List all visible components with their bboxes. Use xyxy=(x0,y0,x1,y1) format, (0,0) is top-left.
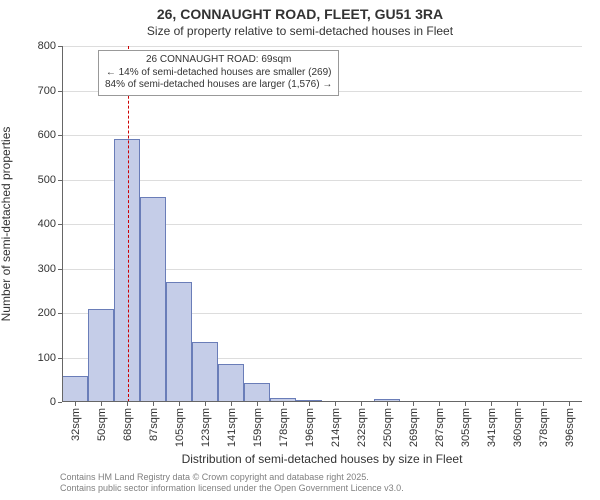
y-tick-label: 500 xyxy=(38,174,62,186)
x-tick-mark xyxy=(361,402,362,406)
bar xyxy=(244,383,270,402)
grid-line xyxy=(62,46,582,47)
y-tick-label: 300 xyxy=(38,263,62,275)
x-tick-label: 87sqm xyxy=(146,408,160,441)
chart-container: 26, CONNAUGHT ROAD, FLEET, GU51 3RA Size… xyxy=(0,0,600,500)
x-tick-label: 360sqm xyxy=(510,408,524,447)
attribution-line-2: Contains public sector information licen… xyxy=(60,483,404,494)
x-tick-mark xyxy=(127,402,128,406)
x-tick-label: 214sqm xyxy=(328,408,342,447)
x-tick-label: 68sqm xyxy=(120,408,134,441)
x-tick-mark xyxy=(283,402,284,406)
x-tick-mark xyxy=(517,402,518,406)
x-tick-mark xyxy=(491,402,492,406)
y-tick-label: 600 xyxy=(38,129,62,141)
x-tick-mark xyxy=(75,402,76,406)
plot-area: 010020030040050060070080032sqm50sqm68sqm… xyxy=(62,46,582,402)
x-tick-label: 178sqm xyxy=(276,408,290,447)
x-tick-mark xyxy=(439,402,440,406)
x-tick-label: 287sqm xyxy=(432,408,446,447)
x-tick-mark xyxy=(569,402,570,406)
x-axis-line xyxy=(62,401,582,402)
x-tick-mark xyxy=(543,402,544,406)
x-tick-label: 105sqm xyxy=(172,408,186,447)
x-tick-label: 269sqm xyxy=(406,408,420,447)
x-tick-label: 123sqm xyxy=(198,408,212,447)
x-tick-label: 396sqm xyxy=(562,408,576,447)
chart-subtitle: Size of property relative to semi-detach… xyxy=(0,24,600,38)
y-tick-label: 800 xyxy=(38,40,62,52)
y-axis-line xyxy=(62,46,63,402)
x-tick-mark xyxy=(387,402,388,406)
y-tick-label: 100 xyxy=(38,352,62,364)
x-tick-mark xyxy=(465,402,466,406)
chart-title: 26, CONNAUGHT ROAD, FLEET, GU51 3RA xyxy=(0,6,600,22)
x-tick-mark xyxy=(413,402,414,406)
x-tick-mark xyxy=(335,402,336,406)
x-tick-mark xyxy=(153,402,154,406)
y-axis-label: Number of semi-detached properties xyxy=(0,46,13,402)
x-tick-label: 232sqm xyxy=(354,408,368,447)
x-tick-label: 159sqm xyxy=(250,408,264,447)
attribution-line-1: Contains HM Land Registry data © Crown c… xyxy=(60,472,404,483)
x-tick-label: 341sqm xyxy=(484,408,498,447)
reference-line xyxy=(128,46,129,402)
bar xyxy=(140,197,166,402)
y-tick-label: 200 xyxy=(38,307,62,319)
bar xyxy=(192,342,218,402)
x-tick-label: 250sqm xyxy=(380,408,394,447)
x-tick-mark xyxy=(205,402,206,406)
x-tick-mark xyxy=(231,402,232,406)
annotation-line: 26 CONNAUGHT ROAD: 69sqm xyxy=(105,54,332,67)
bar xyxy=(62,376,88,402)
x-tick-label: 378sqm xyxy=(536,408,550,447)
annotation-line: ← 14% of semi-detached houses are smalle… xyxy=(105,67,332,80)
x-tick-mark xyxy=(257,402,258,406)
x-tick-label: 50sqm xyxy=(94,408,108,441)
x-tick-label: 32sqm xyxy=(68,408,82,441)
x-tick-mark xyxy=(101,402,102,406)
y-tick-label: 700 xyxy=(38,85,62,97)
x-tick-mark xyxy=(179,402,180,406)
x-tick-label: 196sqm xyxy=(302,408,316,447)
annotation-box: 26 CONNAUGHT ROAD: 69sqm← 14% of semi-de… xyxy=(98,50,339,96)
x-tick-label: 305sqm xyxy=(458,408,472,447)
bar xyxy=(218,364,244,402)
bar xyxy=(88,309,114,402)
bar xyxy=(166,282,192,402)
x-axis-label: Distribution of semi-detached houses by … xyxy=(62,452,582,466)
attribution: Contains HM Land Registry data © Crown c… xyxy=(0,468,412,500)
annotation-line: 84% of semi-detached houses are larger (… xyxy=(105,79,332,92)
x-tick-label: 141sqm xyxy=(224,408,238,447)
x-tick-mark xyxy=(309,402,310,406)
grid-line xyxy=(62,180,582,181)
y-tick-label: 0 xyxy=(50,396,62,408)
y-tick-label: 400 xyxy=(38,218,62,230)
grid-line xyxy=(62,135,582,136)
bar xyxy=(114,139,140,402)
